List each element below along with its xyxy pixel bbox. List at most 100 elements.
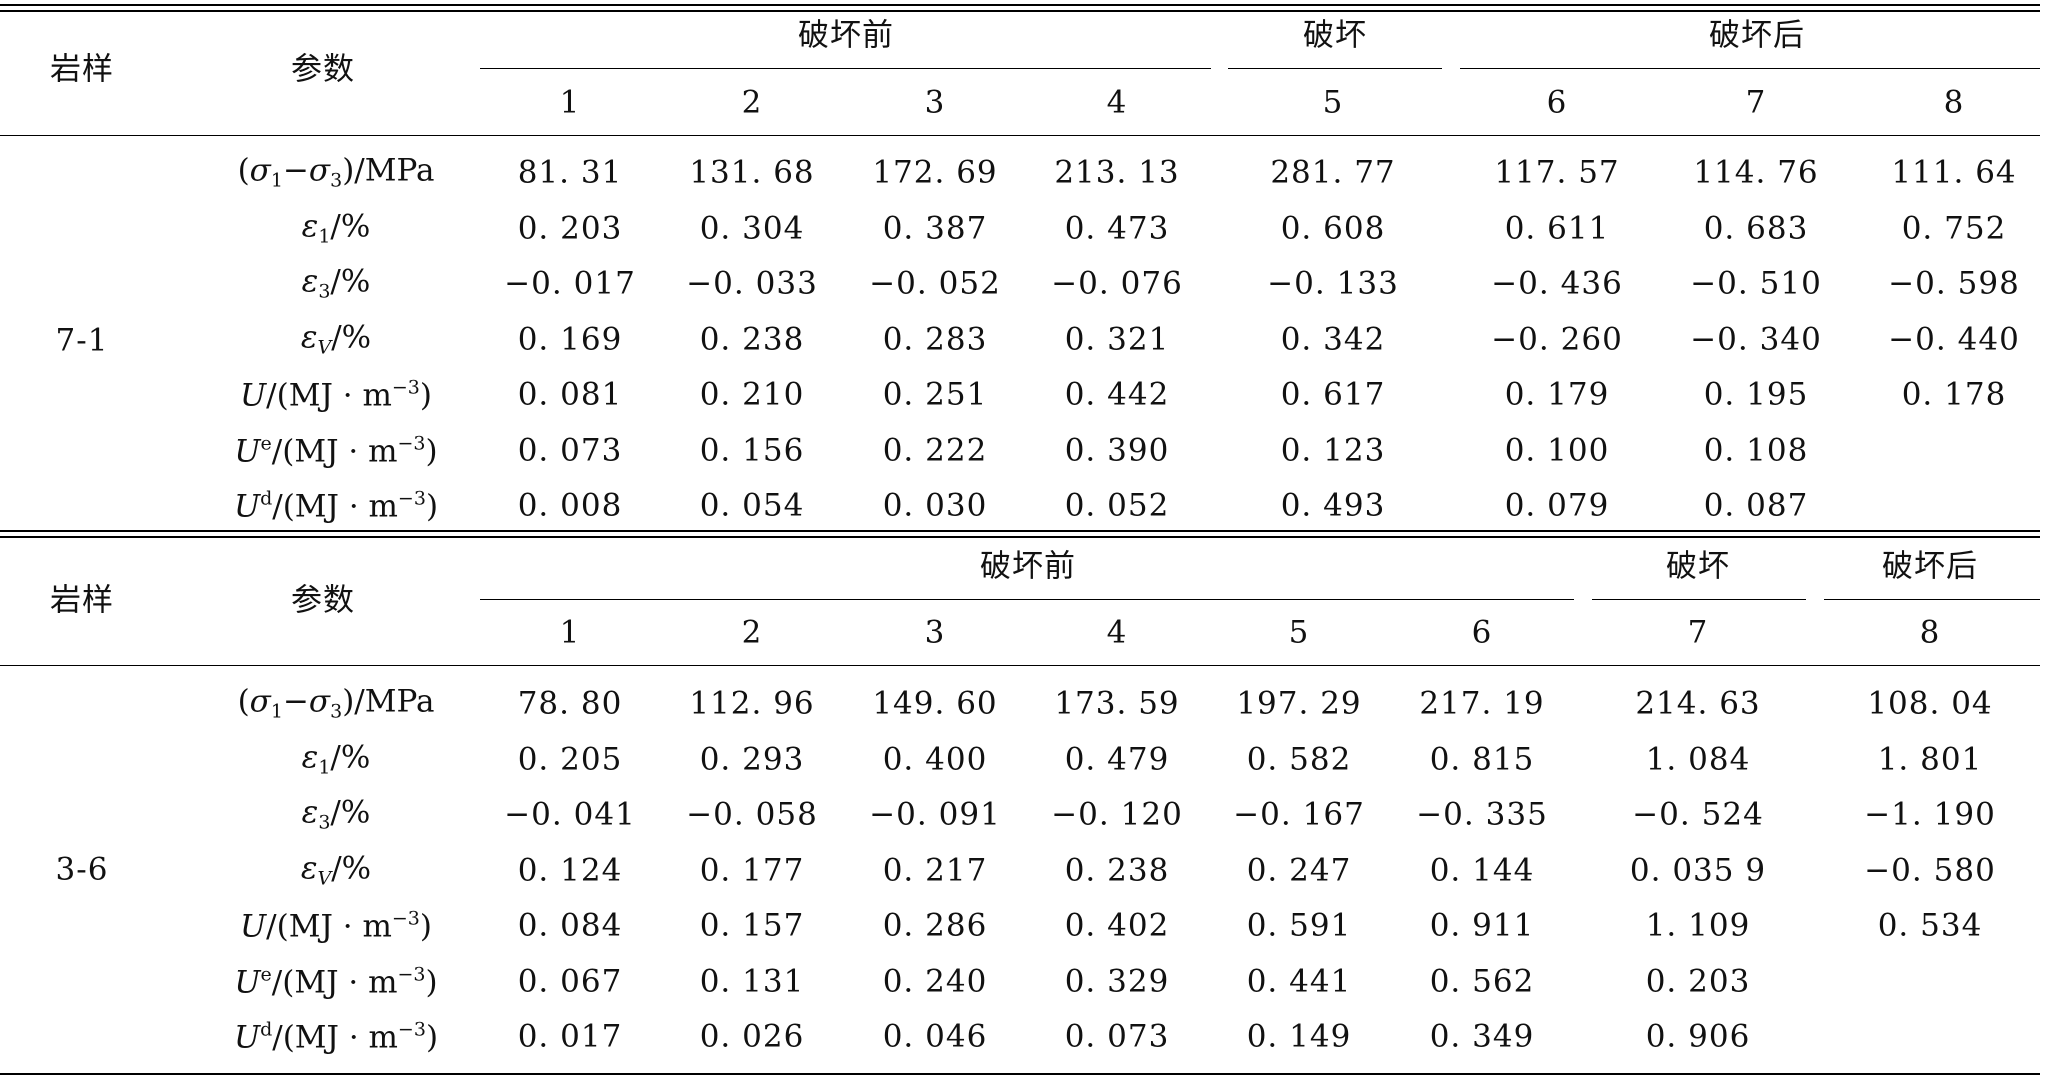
table1-data-cell: 0. 238 [699, 321, 805, 357]
table1-step-header: 5 [1322, 84, 1344, 121]
table2-stage-header: 破坏前 [980, 548, 1076, 585]
table1-data-cell: −0. 052 [869, 265, 1001, 302]
table1-data-cell: 0. 030 [882, 487, 988, 524]
table1-data-cell: 0. 251 [882, 376, 988, 413]
table1-data-cell: 117. 57 [1494, 154, 1620, 191]
table1-data-cell: 0. 752 [1901, 210, 2007, 246]
table1-data-cell: 114. 76 [1693, 154, 1819, 191]
table2-data-cell: 0. 131 [699, 963, 805, 999]
param-label-u: U/(MJ · m−3) [240, 907, 432, 945]
table1-data-cell: 0. 054 [699, 487, 805, 524]
table2-data-cell: 0. 479 [1064, 741, 1170, 777]
table2-data-cell: 78. 80 [517, 685, 623, 722]
table2-data-cell: 0. 441 [1246, 963, 1352, 999]
table1-step-header: 7 [1745, 84, 1767, 121]
table-divider-rule-2 [0, 536, 2040, 538]
table2-data-cell: 0. 203 [1645, 963, 1751, 999]
table1-data-cell: −0. 436 [1491, 265, 1623, 302]
table2-data-cell: 217. 19 [1419, 685, 1545, 722]
table1-data-cell: 0. 617 [1280, 376, 1386, 413]
table2-step-header: 7 [1687, 614, 1709, 651]
table2-data-cell: 0. 177 [699, 852, 805, 888]
table1-top-rule [0, 10, 2040, 12]
table1-data-cell: 0. 611 [1504, 210, 1610, 246]
table1-data-cell: 0. 156 [699, 432, 805, 468]
table2-data-cell: −0. 058 [686, 796, 818, 833]
param-label-eps1: ε1/% [301, 208, 371, 247]
table1-top-rule-thin [0, 4, 2040, 6]
table1-step-header: 8 [1943, 84, 1965, 121]
table1-stage-header: 破坏 [1303, 17, 1367, 54]
table1-data-cell: 0. 169 [517, 321, 623, 357]
table2-data-cell: 0. 562 [1429, 963, 1535, 999]
table2-data-cell: 0. 329 [1064, 963, 1170, 999]
table1-stage-header: 破坏前 [798, 17, 894, 54]
table2-step-header: 3 [924, 614, 946, 651]
table2-data-cell: 0. 238 [1064, 852, 1170, 888]
table2-step-header: 6 [1471, 614, 1493, 651]
table2-data-cell: 0. 124 [517, 852, 623, 888]
table2-data-cell: 0. 591 [1246, 907, 1352, 944]
table1-data-cell: −0. 440 [1888, 321, 2020, 357]
table1-data-cell: 81. 31 [517, 154, 623, 191]
table1-data-cell: 213. 13 [1054, 154, 1180, 191]
table2-span-rule-failure [1592, 599, 1806, 600]
table1-data-cell: −0. 133 [1267, 265, 1399, 302]
table1-data-cell: 0. 073 [517, 432, 623, 468]
param-label-epsv: εV/% [300, 850, 372, 889]
table2-data-cell: 0. 017 [517, 1018, 623, 1055]
table2-data-cell: 1. 801 [1877, 741, 1983, 777]
table2-data-cell: 108. 04 [1867, 685, 1993, 722]
table2-data-cell: 0. 144 [1429, 852, 1535, 888]
table1-data-cell: 281. 77 [1270, 154, 1396, 191]
table1-sample-header: 岩样 [50, 51, 114, 88]
table1-span-rule-failure [1228, 68, 1442, 69]
table2-data-cell: 0. 046 [882, 1018, 988, 1055]
table1-span-rule-after [1460, 68, 2040, 69]
table2-data-cell: −0. 120 [1051, 796, 1183, 833]
table2-stage-header: 破坏 [1666, 548, 1730, 585]
table1-data-cell: 111. 64 [1891, 154, 2017, 191]
table2-data-cell: 0. 286 [882, 907, 988, 944]
table2-data-cell: 0. 815 [1429, 741, 1535, 777]
table1-data-cell: 0. 108 [1703, 432, 1809, 468]
table2-data-cell: 0. 582 [1246, 741, 1352, 777]
table2-data-cell: −0. 335 [1416, 796, 1548, 833]
table1-data-cell: 0. 222 [882, 432, 988, 468]
table2-span-rule-after [1824, 599, 2040, 600]
table2-sample-header: 岩样 [50, 582, 114, 619]
table2-param-header: 参数 [291, 582, 355, 619]
table1-step-header: 2 [741, 84, 763, 121]
table2-data-cell: −0. 167 [1233, 796, 1365, 833]
table1-param-header: 参数 [291, 51, 355, 88]
table2-data-cell: −1. 190 [1864, 796, 1996, 833]
table1-data-cell: 0. 493 [1280, 487, 1386, 524]
table2-stage-header: 破坏后 [1882, 548, 1978, 585]
table1-data-cell: −0. 076 [1051, 265, 1183, 302]
table1-data-cell: 0. 079 [1504, 487, 1610, 524]
param-label-eps3: ε3/% [301, 794, 371, 834]
table1-data-cell: 0. 442 [1064, 376, 1170, 413]
table1-data-cell: 0. 304 [699, 210, 805, 246]
param-label-u: U/(MJ · m−3) [240, 376, 432, 414]
table1-data-cell: 0. 052 [1064, 487, 1170, 524]
table2-data-cell: −0. 580 [1864, 852, 1996, 888]
table2-step-header: 8 [1919, 614, 1941, 651]
table2-data-cell: 112. 96 [689, 685, 815, 722]
table1-data-cell: 0. 179 [1504, 376, 1610, 413]
table1-sample-id: 7-1 [55, 322, 109, 359]
table2-step-header: 2 [741, 614, 763, 651]
table2-step-header: 4 [1106, 614, 1128, 651]
table1-data-cell: 0. 210 [699, 376, 805, 413]
table1-data-cell: 0. 473 [1064, 210, 1170, 246]
param-label-stress: (σ1−σ3)/MPa [237, 683, 435, 723]
table1-data-cell: 0. 081 [517, 376, 623, 413]
table1-data-cell: −0. 260 [1491, 321, 1623, 357]
table2-data-cell: 0. 026 [699, 1018, 805, 1055]
table2-data-cell: 214. 63 [1635, 685, 1761, 722]
param-label-eps1: ε1/% [301, 739, 371, 778]
table2-data-cell: 0. 402 [1064, 907, 1170, 944]
table1-header-rule [0, 135, 2040, 136]
table2-data-cell: 0. 349 [1429, 1018, 1535, 1055]
table1-data-cell: −0. 598 [1888, 265, 2020, 302]
